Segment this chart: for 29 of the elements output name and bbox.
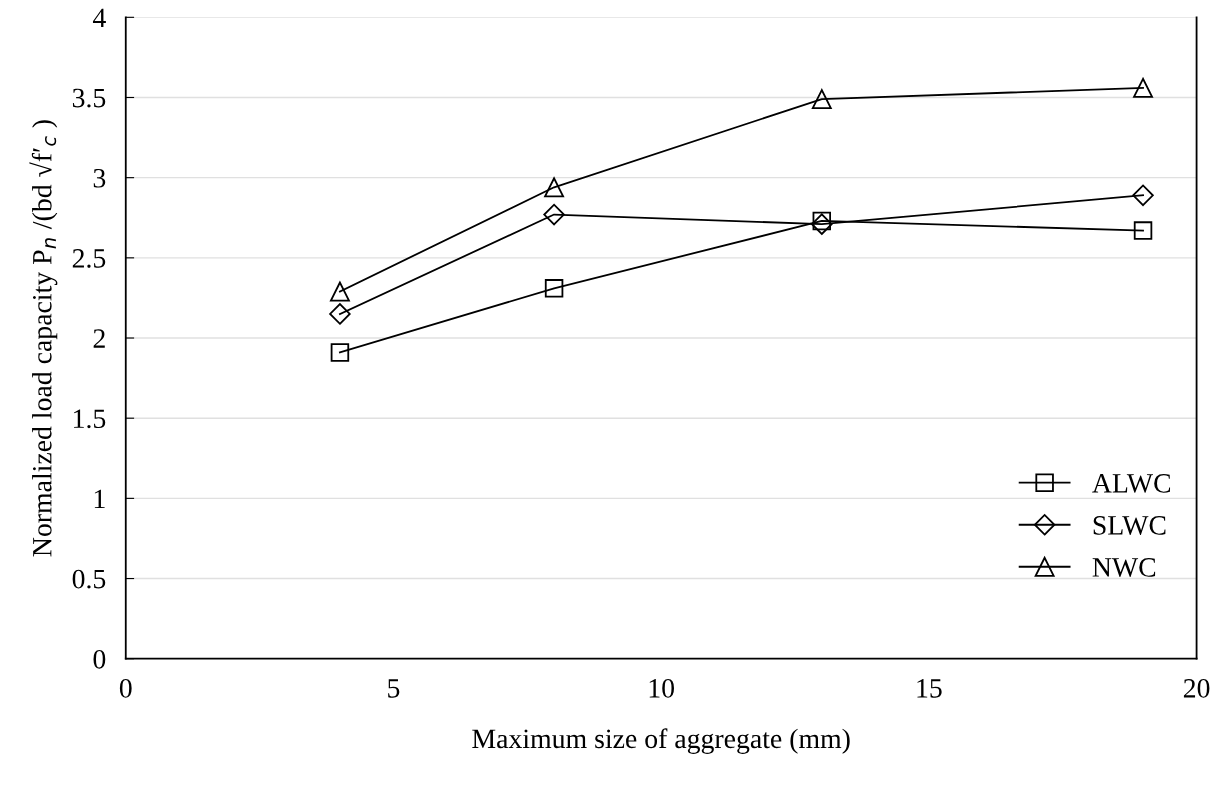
x-axis-title: Maximum size of aggregate (mm)	[472, 728, 850, 754]
x-tick-label: 10	[649, 678, 674, 698]
y-tick-label: 1.5	[74, 409, 106, 429]
y-axis-title: Normalized load capacity P$_{n}$ /(bd √f′$_{c}$ )	[29, 120, 58, 557]
point	[811, 89, 832, 110]
legend-label: NWC	[1092, 558, 1156, 577]
legend-label: ALWC	[1092, 474, 1171, 493]
point	[1132, 184, 1154, 207]
x-tick-label: 15	[917, 679, 942, 698]
point	[1133, 221, 1153, 240]
point	[329, 303, 351, 325]
y-tick-label: 3.5	[72, 88, 106, 108]
y-tick-label: 3	[93, 168, 106, 188]
y-tick-label: 2	[93, 329, 105, 348]
legend-label: SLWC	[1093, 516, 1166, 535]
point	[329, 281, 350, 302]
x-tick-label: 5	[388, 679, 400, 698]
y-tick-label: 1	[94, 489, 105, 509]
y-tick-label: 0	[93, 649, 106, 669]
y-tick-label: 2.5	[72, 249, 106, 268]
point	[544, 279, 564, 298]
y-tick-label: 4	[92, 8, 106, 27]
x-tick-label: 0	[119, 678, 132, 698]
x-tick-label: 20	[1183, 678, 1210, 698]
point	[330, 343, 350, 362]
point	[1133, 77, 1153, 98]
point	[543, 203, 565, 226]
y-tick-label: 0.5	[72, 569, 106, 589]
point	[544, 177, 565, 198]
